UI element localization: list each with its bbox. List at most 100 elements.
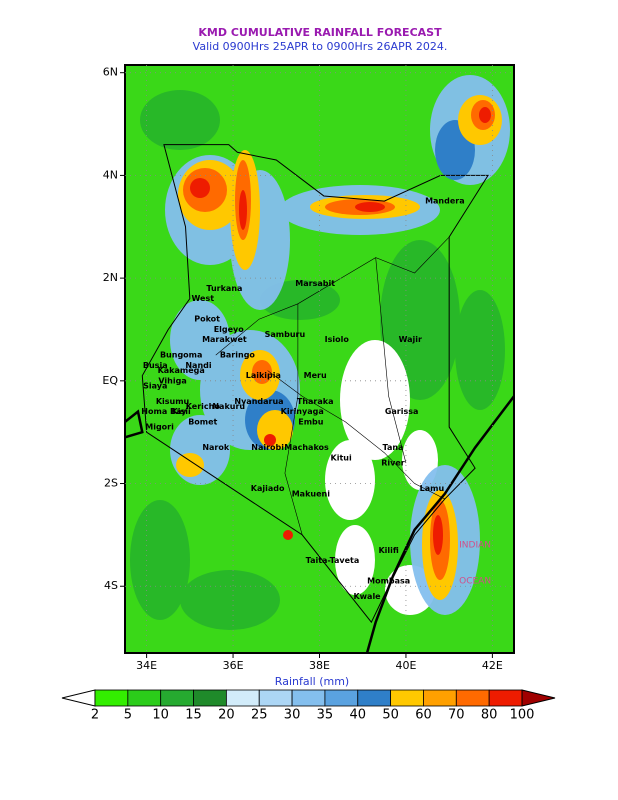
place-label: Kilifi [378,546,398,555]
lat-tick-label: 4N [103,168,118,181]
place-label: Narok [202,443,230,452]
colorbar-tick-label: 60 [415,708,432,723]
place-label: Embu [298,417,324,426]
colorbar-tick-label: 5 [124,708,132,723]
colorbar-segment [390,689,424,707]
colorbar-tick-label: 15 [185,708,202,723]
colorbar-under [61,689,96,707]
place-label: Tharaka [297,397,334,406]
colorbar-segment [423,689,457,707]
colorbar-segment [357,689,392,707]
colorbar-tick-label: 50 [382,708,399,723]
place-label: Elgeyo [214,325,245,334]
lat-tick-label: 4S [104,579,118,592]
colorbar-segment [160,689,194,707]
colorbar-tick-label: 20 [218,708,235,723]
place-label: Bomet [188,417,217,426]
colorbar-tick-label: 70 [448,708,465,723]
place-label: Isiolo [325,335,350,344]
place-label: Mandera [425,197,465,206]
place-label: Pokot [194,315,220,324]
place-label: Marakwet [202,335,247,344]
place-label: Lamu [420,484,445,493]
place-label: Samburu [265,330,306,339]
colorbar-tick-label: 80 [481,708,498,723]
county-lines [267,370,445,500]
place-label: Wajir [399,335,422,344]
place-label: OCEAN [459,577,491,587]
place-label: Garissa [385,407,419,416]
colorbar-segment [127,689,162,707]
colorbar-segment [455,689,490,707]
place-label: River [381,458,405,467]
lon-tick-label: 40E [395,659,416,672]
place-label: Vihiga [158,376,186,385]
place-label: Marsabit [295,279,335,288]
lake-shore [124,409,144,439]
lon-tick-label: 42E [482,659,503,672]
colorbar-tick-label: 35 [317,708,334,723]
place-label: Siaya [143,381,167,390]
place-label: Kisumu [156,397,190,406]
colorbar-segment [225,689,260,707]
county-labels: Turkana Marsabit Mandera Wajir West Pokot Samb… [141,197,491,601]
colorbar-tick-label: 10 [152,708,169,723]
place-label: Nandi [185,361,212,370]
colorbar-tick-label: 40 [349,708,366,723]
place-label: Tana [383,443,404,452]
subtitle: Valid 0900Hrs 25APR to 0900Hrs 26APR 202… [193,40,448,53]
kenya-border [141,144,489,624]
place-label: Bungoma [160,351,202,360]
place-label: Kajiado [251,484,285,493]
place-label: Laikipia [246,371,281,380]
lon-tick-label: 36E [223,659,244,672]
place-label: Nakuru [212,402,245,411]
colorbar-segment [324,689,359,707]
colorbar-segment [291,689,326,707]
title: KMD CUMULATIVE RAINFALL FORECAST [198,26,442,39]
place-label: Mombasa [367,577,410,586]
colorbar-label: Rainfall (mm) [275,675,349,688]
place-label: Kericho [186,402,221,411]
place-label: Homa Bay [141,407,187,416]
colorbar-segment [94,689,129,707]
place-label: Kwale [353,592,381,601]
colorbar-tick-label: 2 [91,708,99,723]
county-lines [375,257,407,464]
place-label: Baringo [220,351,256,360]
county-lines [284,303,303,535]
place-label: Makueni [292,489,330,498]
place-label: Kirinyaga [281,407,324,416]
place-label: Nyandarua [234,397,283,406]
place-label: Nairobi [251,443,284,452]
lat-tick-label: 6N [103,66,118,79]
colorbar: 2 5 10 15 20 25 30 35 40 50 60 70 80 100 [61,689,556,723]
rainfall-field [125,65,514,653]
lon-tick-label: 38E [309,659,330,672]
colorbar-tick-label: 25 [251,708,268,723]
place-label: Kakamega [158,366,205,375]
place-label: INDIAN [459,541,491,551]
place-label: Migori [145,423,174,432]
place-label: Meru [304,371,327,380]
colorbar-over [521,689,556,707]
axes: 34E 36E 38E 40E 42E 6N 4N 2N EQ 2S 4S [102,65,514,672]
colorbar-segment [258,689,293,707]
lat-tick-label: 2S [104,477,118,490]
colorbar-tick-label: 100 [510,708,535,723]
place-label: Busia [143,361,168,370]
colorbar-segment [488,689,523,707]
lat-tick-label: 2N [103,271,118,284]
place-label: Turkana [206,284,242,293]
lat-tick-label: EQ [102,374,118,387]
colorbar-tick-label: 30 [284,708,301,723]
place-label: Taita-Taveta [306,556,360,565]
borders [124,144,515,654]
place-label: Kisii [172,407,191,416]
place-label: Kitui [331,453,352,462]
colorbar-segment [193,689,227,707]
lon-tick-label: 34E [136,659,157,672]
coastline [365,395,515,654]
county-lines [215,236,450,356]
